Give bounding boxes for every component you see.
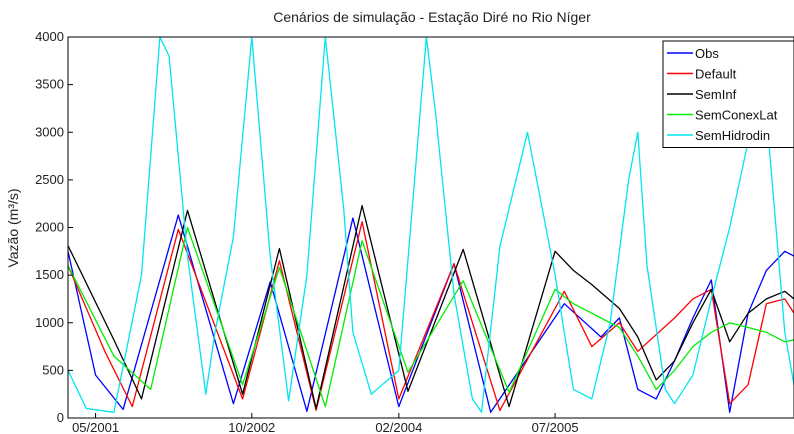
plot-area	[68, 37, 794, 413]
y-tick-label: 1000	[35, 315, 64, 330]
legend-label-seminf: SemInf	[695, 87, 737, 102]
series-line-semhidrodin	[68, 37, 794, 413]
y-tick-label: 2500	[35, 172, 64, 187]
y-axis-label: Vazão (m³/s)	[5, 188, 21, 267]
legend: Obs Default SemInf SemConexLat SemHidrodin	[662, 40, 794, 148]
series-line-obs	[68, 214, 794, 413]
x-tick-label: 05/2001	[72, 420, 119, 434]
legend-label-obs: Obs	[695, 46, 719, 61]
legend-label-semconexlat: SemConexLat	[695, 108, 778, 123]
legend-label-default: Default	[695, 67, 737, 82]
x-tick-label: 07/2005	[532, 420, 579, 434]
x-tick-label: 02/2004	[375, 420, 422, 434]
chart-title: Cenários de simulação - Estação Diré no …	[273, 9, 591, 25]
series-line-semconexlat	[68, 226, 794, 408]
y-tick-label: 0	[57, 410, 64, 425]
y-tick-label: 1500	[35, 267, 64, 282]
y-tick-label: 500	[42, 362, 64, 377]
y-tick-label: 4000	[35, 29, 64, 44]
y-tick-label: 3000	[35, 124, 64, 139]
y-tick-label: 3500	[35, 77, 64, 92]
y-tick-label: 2000	[35, 220, 64, 235]
series-line-seminf	[68, 204, 794, 410]
legend-label-semhidrodin: SemHidrodin	[695, 128, 770, 143]
series-line-default	[68, 221, 794, 412]
x-tick-label: 10/2002	[228, 420, 275, 434]
